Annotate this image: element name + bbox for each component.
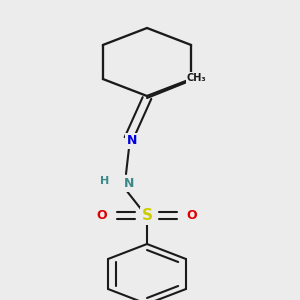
Text: O: O: [97, 209, 107, 223]
Text: S: S: [142, 208, 152, 224]
Text: H: H: [100, 176, 109, 186]
Text: N: N: [127, 134, 137, 148]
Text: O: O: [187, 209, 197, 223]
Text: N: N: [124, 178, 134, 190]
Text: CH₃: CH₃: [187, 73, 206, 83]
